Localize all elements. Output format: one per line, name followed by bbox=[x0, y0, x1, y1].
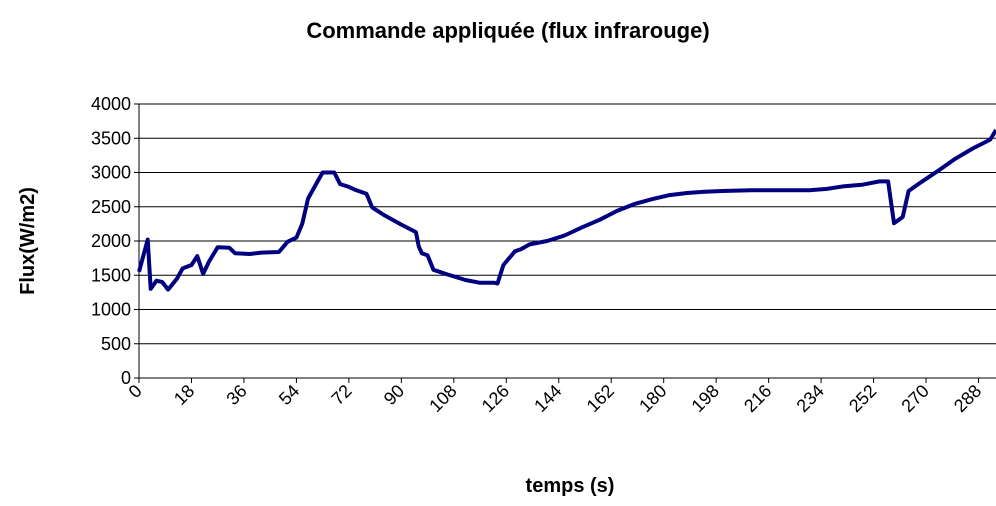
x-tick-label: 72 bbox=[327, 381, 355, 409]
y-tick-label: 4000 bbox=[91, 94, 131, 114]
x-tick-label: 180 bbox=[635, 381, 670, 416]
x-tick-label: 216 bbox=[740, 381, 775, 416]
x-tick-label: 270 bbox=[897, 381, 932, 416]
x-tick-label: 90 bbox=[380, 381, 408, 409]
x-tick-label: 234 bbox=[793, 381, 828, 416]
x-tick-label: 54 bbox=[275, 381, 303, 409]
y-tick-label: 2000 bbox=[91, 231, 131, 251]
x-tick-label: 198 bbox=[688, 381, 723, 416]
x-tick-label: 126 bbox=[478, 381, 513, 416]
x-tick-label: 162 bbox=[583, 381, 618, 416]
x-tick-label: 144 bbox=[530, 381, 565, 416]
y-tick-label: 1000 bbox=[91, 300, 131, 320]
x-axis-label: temps (s) bbox=[526, 475, 615, 497]
x-tick-label: 0 bbox=[125, 381, 146, 402]
y-axis-label: Flux(W/m2) bbox=[17, 187, 39, 295]
x-tick-label: 108 bbox=[425, 381, 460, 416]
x-tick-label: 36 bbox=[222, 381, 250, 409]
y-tick-label: 2500 bbox=[91, 197, 131, 217]
chart-title: Commande appliquée (flux infrarouge) bbox=[306, 18, 709, 43]
data-line bbox=[137, 128, 996, 292]
x-tick-label: 288 bbox=[950, 381, 985, 416]
y-tick-label: 500 bbox=[101, 334, 131, 354]
x-tick-label: 252 bbox=[845, 381, 880, 416]
y-tick-label: 3500 bbox=[91, 128, 131, 148]
y-tick-label: 1500 bbox=[91, 265, 131, 285]
y-tick-label: 3000 bbox=[91, 163, 131, 183]
y-tick-label: 0 bbox=[121, 368, 131, 388]
x-tick-label: 18 bbox=[170, 381, 198, 409]
